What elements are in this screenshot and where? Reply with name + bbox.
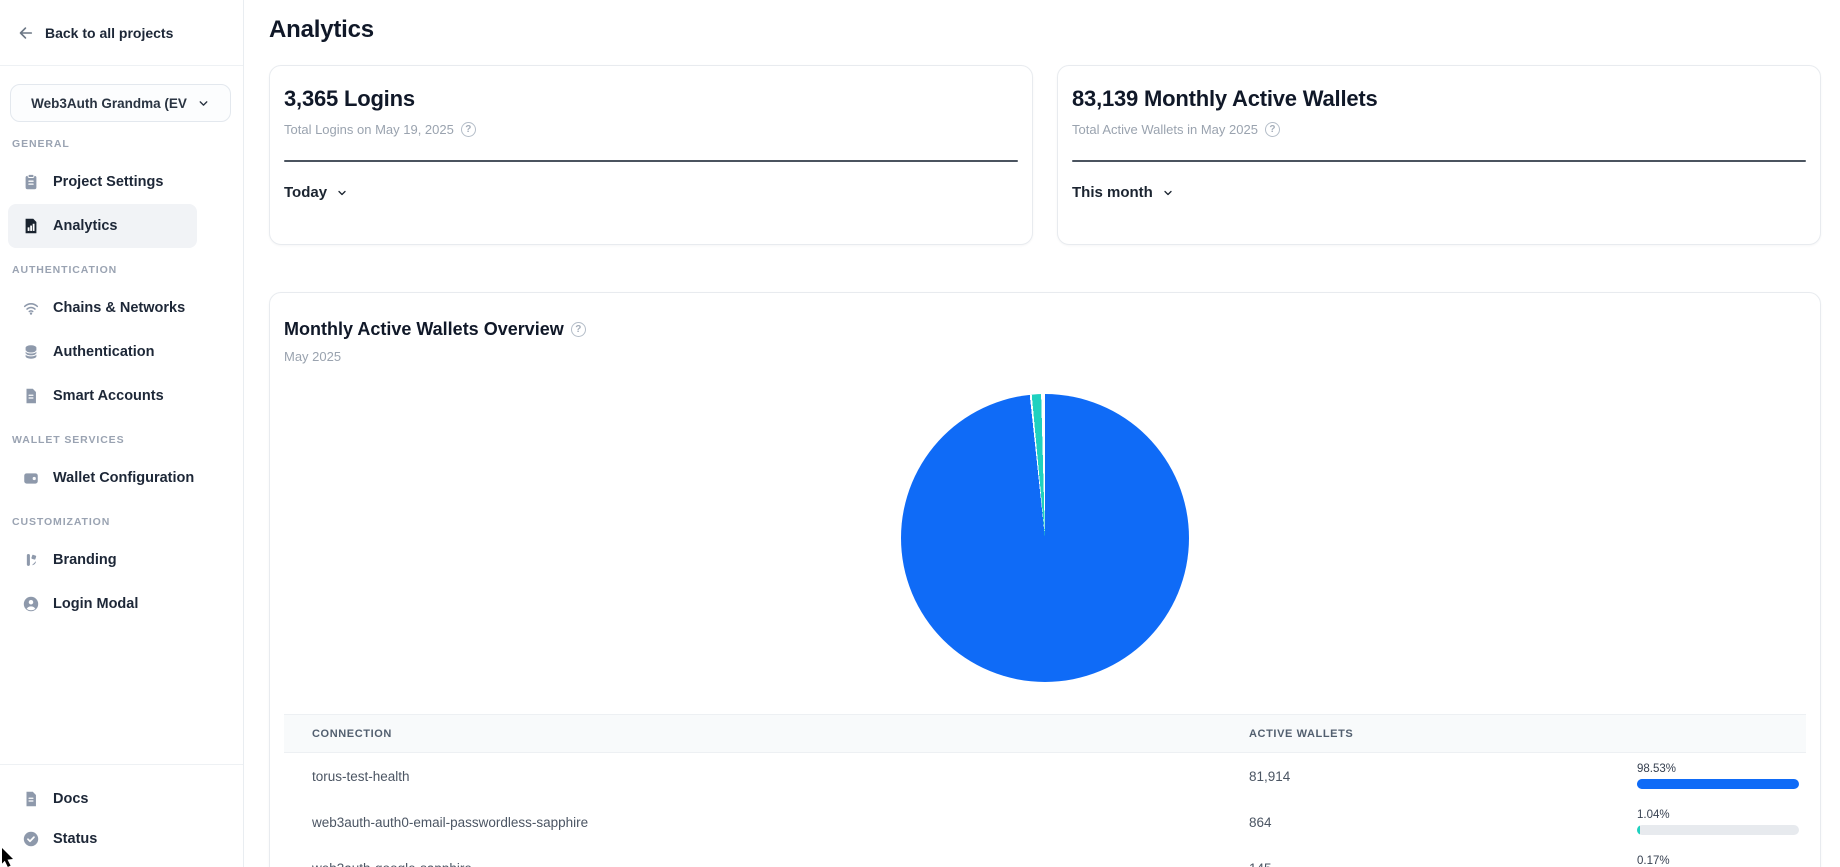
progress-bar bbox=[1637, 825, 1799, 835]
connection-name: web3auth-auth0-email-passwordless-sapphi… bbox=[312, 814, 589, 830]
database-icon bbox=[25, 345, 37, 359]
section-label-customization: CUSTOMIZATION bbox=[12, 516, 111, 528]
sidebar-item-authentication[interactable]: Authentication bbox=[8, 330, 197, 374]
percent-label: 0.17% bbox=[1637, 855, 1670, 867]
sidebar-item-label: Status bbox=[53, 831, 98, 847]
help-icon[interactable]: ? bbox=[570, 322, 586, 337]
percent-label: 1.04% bbox=[1637, 809, 1670, 821]
logins-subtitle: Total Logins on May 19, 2025 bbox=[284, 122, 454, 137]
project-selector-value: Web3Auth Grandma (EV bbox=[31, 95, 187, 111]
active-wallets-pie-chart[interactable] bbox=[901, 394, 1189, 682]
sidebar-item-label: Branding bbox=[53, 552, 117, 568]
section-label-general: GENERAL bbox=[12, 138, 70, 150]
maw-headline: 83,139 Monthly Active Wallets bbox=[1072, 86, 1378, 111]
back-label: Back to all projects bbox=[45, 24, 174, 41]
branding-icon bbox=[26, 554, 37, 566]
maw-overview-card: Monthly Active Wallets Overview ? May 20… bbox=[269, 292, 1821, 867]
progress-bar-fill bbox=[1637, 779, 1797, 789]
range-value: Today bbox=[284, 184, 328, 201]
chevron-down-icon bbox=[1164, 190, 1172, 195]
sidebar-item-label: Wallet Configuration bbox=[53, 470, 195, 486]
wifi-icon bbox=[23, 303, 39, 315]
progress-bar bbox=[1637, 779, 1799, 789]
bar-chart-icon bbox=[25, 218, 37, 234]
help-icon[interactable]: ? bbox=[1264, 122, 1280, 137]
page-title: Analytics bbox=[269, 16, 374, 43]
table-row[interactable]: web3auth-auth0-email-passwordless-sapphi… bbox=[284, 799, 1806, 845]
back-to-projects-link[interactable]: Back to all projects bbox=[0, 0, 243, 66]
connection-name: torus-test-health bbox=[312, 768, 410, 784]
clipboard-icon bbox=[25, 173, 37, 190]
document-icon bbox=[26, 791, 36, 807]
sidebar-item-label: Docs bbox=[53, 791, 89, 807]
active-wallets-value: 145 bbox=[1249, 861, 1637, 867]
table-row[interactable]: web3auth-google-sapphire 145 0.17% bbox=[284, 845, 1806, 867]
sidebar-item-label: Analytics bbox=[53, 218, 118, 234]
connection-name: web3auth-google-sapphire bbox=[284, 861, 1249, 867]
overview-subtitle: May 2025 bbox=[284, 349, 342, 364]
connections-table: CONNECTION ACTIVE WALLETS torus-test-hea… bbox=[284, 714, 1806, 867]
sidebar-item-project-settings[interactable]: Project Settings bbox=[8, 160, 197, 204]
sidebar-item-label: Project Settings bbox=[53, 174, 164, 190]
active-wallets-value: 864 bbox=[1249, 814, 1272, 830]
range-value: This month bbox=[1072, 184, 1153, 201]
sidebar-item-docs[interactable]: Docs bbox=[8, 779, 197, 819]
sidebar-item-label: Login Modal bbox=[53, 596, 139, 612]
sidebar-item-login-modal[interactable]: Login Modal bbox=[8, 582, 197, 626]
main-content: Analytics 3,365 Logins Total Logins on M… bbox=[245, 0, 1840, 867]
column-header-connection: CONNECTION bbox=[312, 727, 392, 740]
user-circle-icon bbox=[23, 596, 39, 612]
sidebar-item-wallet-configuration[interactable]: Wallet Configuration bbox=[8, 456, 197, 500]
percent-label: 98.53% bbox=[1637, 763, 1677, 775]
column-header-active-wallets: ACTIVE WALLETS bbox=[1249, 727, 1354, 740]
progress-bar-fill bbox=[1637, 825, 1640, 835]
overview-title: Monthly Active Wallets Overview bbox=[284, 319, 564, 339]
active-wallets-value: 81,914 bbox=[1249, 768, 1291, 784]
sidebar-footer: Docs Status bbox=[0, 764, 243, 867]
sidebar-item-chains-networks[interactable]: Chains & Networks bbox=[8, 286, 197, 330]
sidebar-item-analytics[interactable]: Analytics bbox=[8, 204, 197, 248]
divider bbox=[1072, 160, 1806, 162]
project-selector-dropdown[interactable]: Web3Auth Grandma (EV bbox=[10, 84, 231, 122]
sidebar-item-branding[interactable]: Branding bbox=[8, 538, 197, 582]
sidebar-item-label: Smart Accounts bbox=[53, 388, 164, 404]
logins-headline: 3,365 Logins bbox=[284, 86, 415, 111]
arrow-left-icon bbox=[19, 26, 33, 39]
section-label-wallet-services: WALLET SERVICES bbox=[12, 434, 125, 446]
sidebar-item-status[interactable]: Status bbox=[8, 819, 197, 859]
wallet-icon bbox=[24, 473, 38, 484]
chevron-down-icon bbox=[199, 100, 208, 106]
sidebar-item-smart-accounts[interactable]: Smart Accounts bbox=[8, 374, 197, 418]
sidebar-item-label: Chains & Networks bbox=[53, 300, 186, 316]
chevron-down-icon bbox=[338, 190, 346, 195]
divider bbox=[284, 160, 1018, 162]
section-label-authentication: AUTHENTICATION bbox=[12, 264, 118, 276]
table-row[interactable]: torus-test-health 81,914 98.53% bbox=[284, 753, 1806, 799]
table-header-row: CONNECTION ACTIVE WALLETS bbox=[284, 714, 1806, 753]
maw-subtitle: Total Active Wallets in May 2025 bbox=[1072, 122, 1258, 137]
mouse-cursor bbox=[2, 848, 13, 867]
sidebar: Back to all projects Web3Auth Grandma (E… bbox=[0, 0, 244, 867]
logins-stat-card: 3,365 Logins Total Logins on May 19, 202… bbox=[269, 65, 1033, 245]
maw-stat-card: 83,139 Monthly Active Wallets Total Acti… bbox=[1057, 65, 1821, 245]
sidebar-item-label: Authentication bbox=[53, 344, 155, 360]
maw-range-dropdown[interactable]: This month bbox=[1072, 184, 1174, 201]
document-icon bbox=[26, 388, 36, 404]
help-icon[interactable]: ? bbox=[460, 122, 476, 137]
logins-range-dropdown[interactable]: Today bbox=[284, 184, 348, 201]
check-circle-icon bbox=[23, 831, 39, 847]
